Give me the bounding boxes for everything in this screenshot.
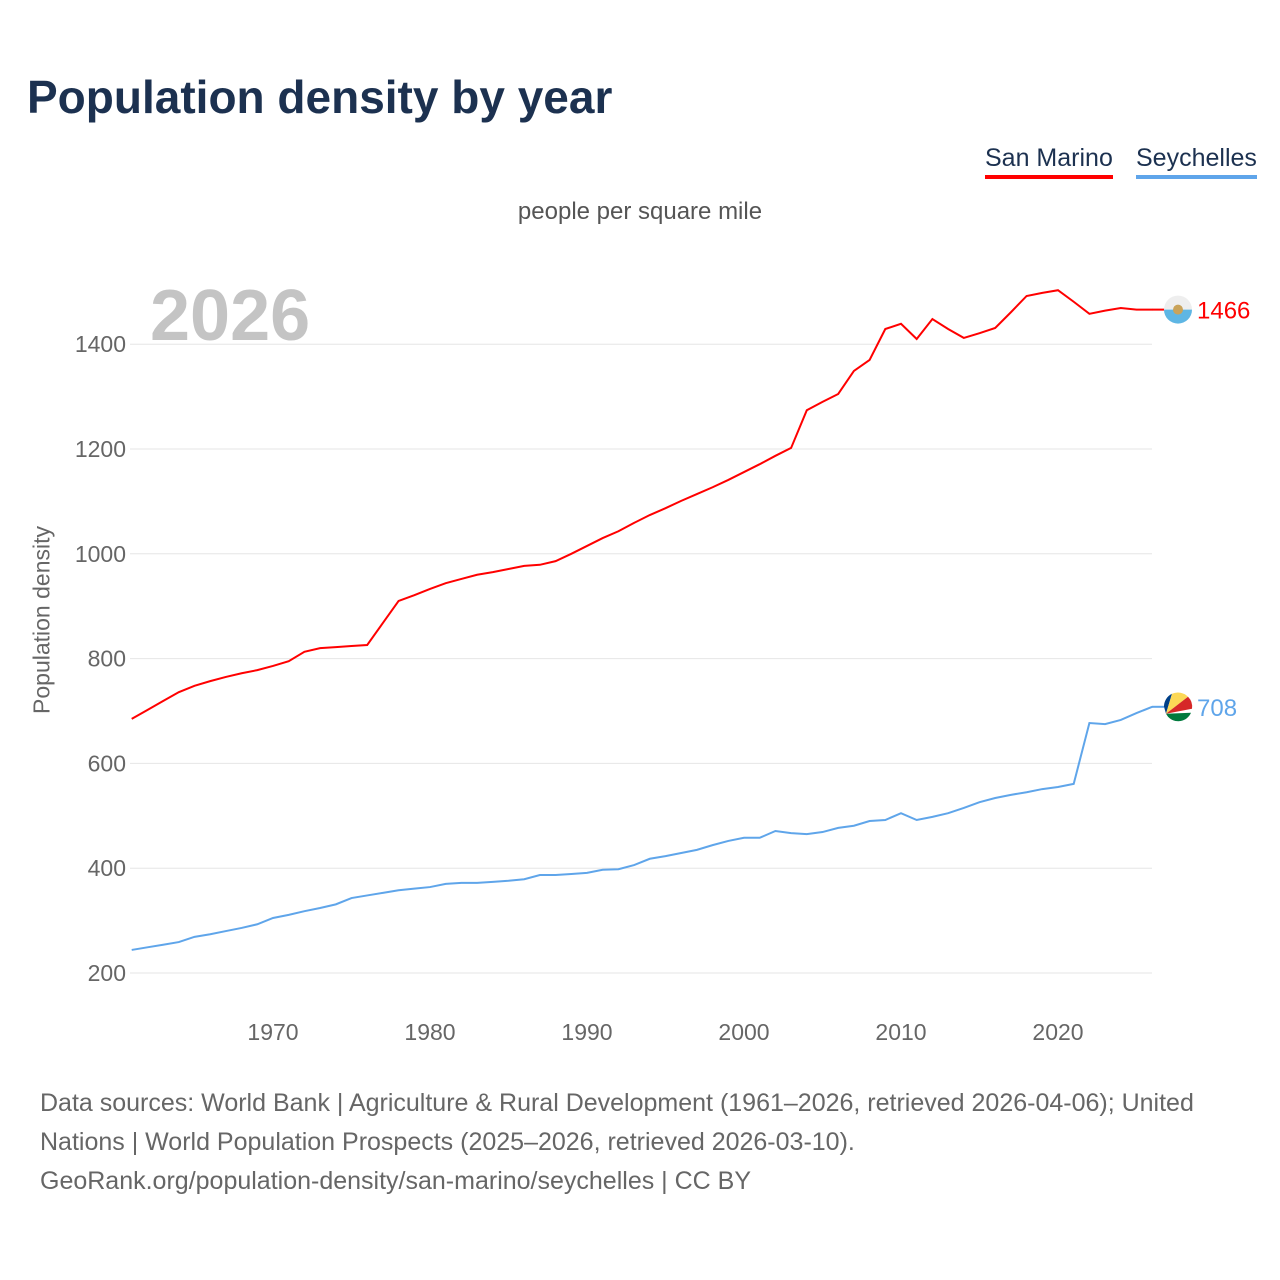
x-tick-label: 1980 (404, 1019, 455, 1045)
y-tick-label: 1000 (75, 541, 126, 567)
x-tick-label: 2010 (875, 1019, 926, 1045)
end-value-label: 1466 (1197, 298, 1250, 325)
flag-seychelles-icon (1166, 692, 1188, 714)
year-watermark: 2026 (150, 276, 311, 356)
legend-item-san-marino[interactable]: San Marino (985, 144, 1113, 179)
flag-seychelles-icon (1166, 712, 1191, 722)
flag-san-marino-emblem-icon (1173, 304, 1183, 315)
x-tick-label: 1970 (247, 1019, 298, 1045)
x-tick-label: 2020 (1032, 1019, 1083, 1045)
y-tick-label: 400 (88, 855, 126, 881)
series-line-seychelles (131, 705, 1153, 951)
flag-seychelles-icon (1166, 696, 1193, 714)
legend-item-seychelles[interactable]: Seychelles (1136, 144, 1257, 179)
y-tick-label: 600 (88, 750, 126, 776)
footer-sources: Data sources: World Bank | Agriculture &… (40, 1084, 1250, 1201)
x-tick-label: 2000 (718, 1019, 769, 1045)
chart-subtitle: people per square mile (517, 198, 763, 225)
y-tick-label: 800 (88, 646, 126, 672)
flag-san-marino-icon (1164, 309, 1192, 324)
chart-title: Population density by year (27, 71, 613, 123)
footer-sources-text: Data sources: World Bank | Agriculture &… (40, 1089, 1194, 1156)
end-value-label: 708 (1197, 695, 1237, 722)
y-tick-label: 1200 (75, 436, 126, 462)
series-line-san-marino (131, 289, 1153, 720)
flag-seychelles-icon (1163, 693, 1172, 714)
y-tick-label: 1400 (75, 331, 126, 357)
y-tick-label: 200 (88, 960, 126, 986)
footer-link[interactable]: GeoRank.org/population-density/san-marin… (40, 1167, 752, 1195)
x-tick-label: 1990 (561, 1019, 612, 1045)
